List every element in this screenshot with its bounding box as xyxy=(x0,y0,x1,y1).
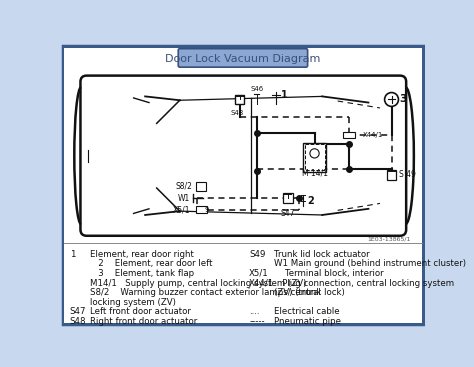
Text: M14/1   Supply pump, central locking system (ZV): M14/1 Supply pump, central locking syste… xyxy=(90,279,306,287)
Text: S48: S48 xyxy=(70,317,86,326)
Text: 3    Element, tank flap: 3 Element, tank flap xyxy=(90,269,194,278)
Text: S47: S47 xyxy=(70,308,86,316)
Text: S48: S48 xyxy=(230,110,243,116)
Text: -----: ----- xyxy=(249,317,264,326)
Text: 1E03-13865/1: 1E03-13865/1 xyxy=(367,237,411,241)
Text: X44/1: X44/1 xyxy=(249,279,274,287)
Text: S8/2    Warning buzzer contact exterior lamps/central: S8/2 Warning buzzer contact exterior lam… xyxy=(90,288,320,297)
Bar xyxy=(64,48,421,243)
Bar xyxy=(304,144,325,170)
Text: 3: 3 xyxy=(399,94,407,105)
FancyBboxPatch shape xyxy=(81,76,406,236)
Text: Pneumatic pipe: Pneumatic pipe xyxy=(274,317,341,326)
Text: W1 Main ground (behind instrument cluster): W1 Main ground (behind instrument cluste… xyxy=(274,259,466,268)
Text: Plug connection, central locking system: Plug connection, central locking system xyxy=(274,279,455,287)
Bar xyxy=(196,206,207,214)
Circle shape xyxy=(310,149,319,158)
Text: S 49: S 49 xyxy=(399,170,416,179)
Text: M 14/1: M 14/1 xyxy=(301,169,328,178)
Bar xyxy=(387,170,396,180)
Text: W1: W1 xyxy=(178,193,190,203)
Bar xyxy=(343,132,356,138)
Text: Electrical cable: Electrical cable xyxy=(274,308,340,316)
Text: S46: S46 xyxy=(250,86,264,92)
Text: 2    Element, rear door left: 2 Element, rear door left xyxy=(90,259,212,268)
Text: 1: 1 xyxy=(281,90,287,100)
Text: S47: S47 xyxy=(280,209,295,218)
Bar xyxy=(283,193,292,203)
Text: Element, rear door right: Element, rear door right xyxy=(90,250,193,259)
Text: (ZV) (trunk lock): (ZV) (trunk lock) xyxy=(274,288,345,297)
Text: ....: .... xyxy=(249,308,260,316)
Text: 2: 2 xyxy=(307,196,314,206)
Text: Trunk lid lock actuator: Trunk lid lock actuator xyxy=(274,250,370,259)
Text: Left front door actuator: Left front door actuator xyxy=(90,308,191,316)
Text: S8/2: S8/2 xyxy=(176,182,193,191)
Text: X5/1: X5/1 xyxy=(249,269,269,278)
Circle shape xyxy=(384,92,399,106)
Text: X44/1: X44/1 xyxy=(363,132,383,138)
Text: Terminal block, interior: Terminal block, interior xyxy=(274,269,384,278)
Bar xyxy=(303,143,326,172)
Text: Door Lock Vacuum Diagram: Door Lock Vacuum Diagram xyxy=(165,54,320,63)
Text: 1: 1 xyxy=(70,250,75,259)
FancyBboxPatch shape xyxy=(178,49,308,67)
Text: locking system (ZV): locking system (ZV) xyxy=(90,298,175,307)
Text: 9: 9 xyxy=(204,207,209,212)
Bar xyxy=(64,243,421,323)
Text: Right front door actuator: Right front door actuator xyxy=(90,317,197,326)
Bar xyxy=(196,182,206,191)
Text: S49: S49 xyxy=(249,250,265,259)
FancyBboxPatch shape xyxy=(63,46,423,324)
Text: X5/1: X5/1 xyxy=(172,205,190,214)
Bar xyxy=(235,95,245,104)
